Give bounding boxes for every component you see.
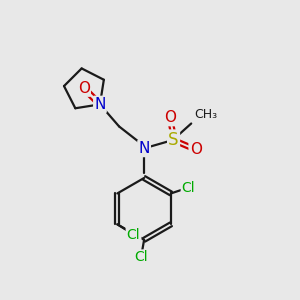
Text: Cl: Cl (134, 250, 148, 265)
Text: Cl: Cl (127, 228, 140, 242)
Text: N: N (94, 97, 106, 112)
Text: Cl: Cl (182, 181, 195, 194)
Text: O: O (190, 142, 202, 158)
Text: O: O (78, 81, 90, 96)
Text: N: N (138, 141, 150, 156)
Text: O: O (165, 110, 177, 125)
Text: S: S (168, 131, 179, 149)
Text: CH₃: CH₃ (194, 108, 217, 121)
